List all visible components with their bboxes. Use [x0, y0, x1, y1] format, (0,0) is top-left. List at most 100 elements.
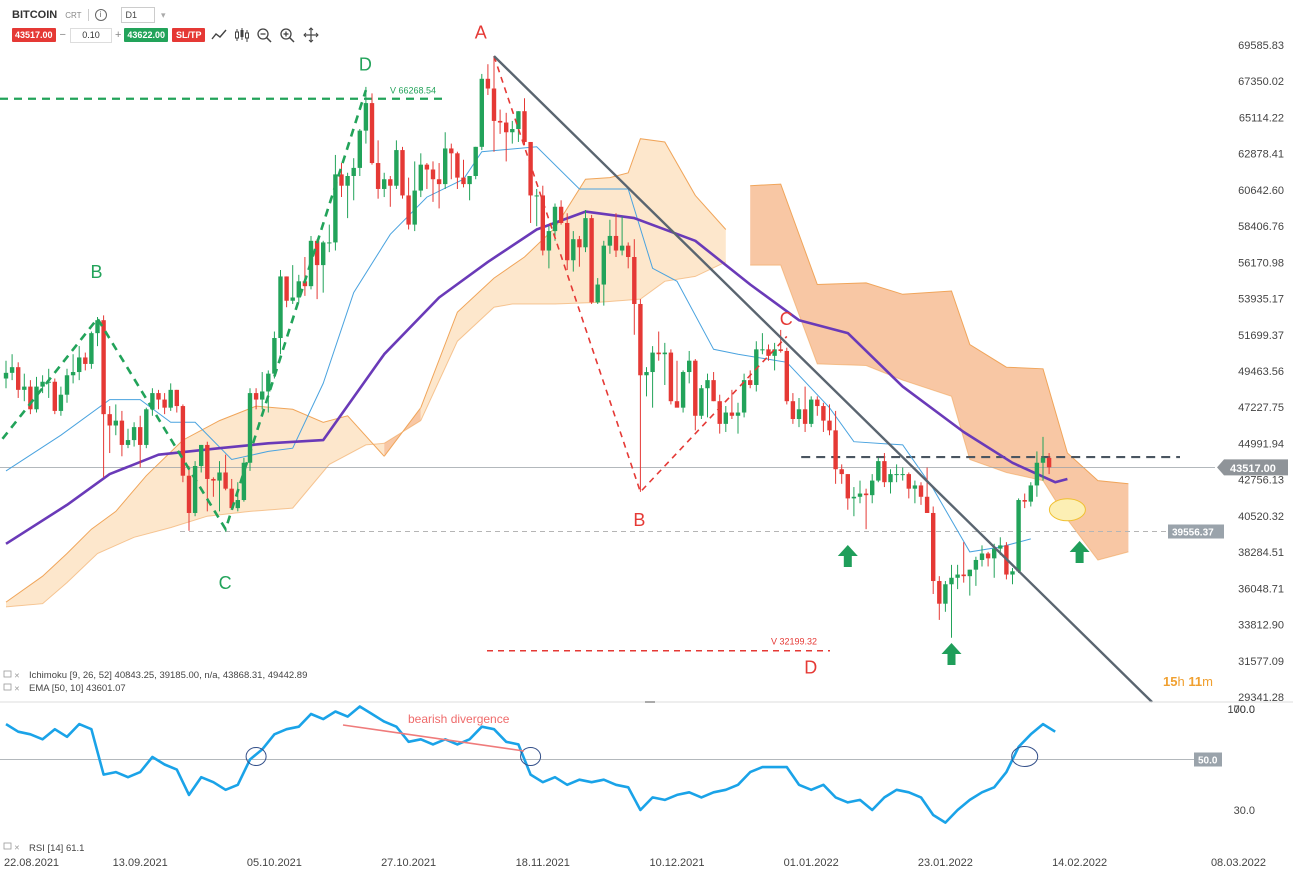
legend-close-icon: ✕ [14, 673, 20, 680]
candle-body [211, 478, 216, 481]
line-chart-icon[interactable] [210, 27, 228, 43]
candle-body [247, 393, 253, 463]
sell-button[interactable]: 43517.00 [12, 28, 56, 42]
candle-body [113, 420, 118, 426]
crosshair-icon[interactable] [302, 27, 320, 43]
candle [382, 172, 387, 198]
price-tick-label: 29341.28 [1238, 692, 1284, 704]
candle-body [918, 485, 924, 497]
level-badge-text: 39556.37 [1172, 528, 1214, 539]
candle [516, 111, 521, 142]
candle [967, 569, 972, 596]
candle [680, 370, 686, 413]
candle [455, 151, 460, 189]
candle [77, 346, 82, 381]
candle-body [491, 88, 497, 121]
candle-body [565, 222, 570, 261]
candle-body [278, 276, 283, 339]
countdown-part: h [1177, 674, 1184, 689]
candle-body [992, 548, 997, 559]
candle-body [888, 474, 893, 483]
candle [943, 581, 948, 612]
candle [626, 242, 631, 269]
candle-body [430, 169, 436, 180]
price-tick-label: 42756.13 [1238, 475, 1284, 487]
candle [314, 239, 320, 300]
candle [924, 467, 930, 513]
zoom-out-icon[interactable] [256, 27, 274, 43]
price-tick-label: 51699.37 [1238, 330, 1284, 342]
candle-body [711, 380, 716, 402]
candle [992, 543, 997, 578]
candle [931, 506, 936, 594]
price-tick-label: 67350.02 [1238, 76, 1284, 88]
candle-body [52, 381, 57, 411]
candle-body [546, 231, 552, 251]
candle-body [1016, 500, 1021, 572]
candle-body [266, 373, 271, 392]
candle-body [827, 420, 832, 431]
price-tick-label: 60642.60 [1238, 185, 1284, 197]
rsi-cross-circle [520, 747, 542, 766]
candle [64, 368, 70, 403]
candle-body [650, 352, 655, 373]
candle-body [89, 333, 94, 364]
candle [302, 257, 308, 296]
sl-tp-button[interactable]: SL/TP [171, 28, 206, 42]
candle-body [168, 389, 173, 408]
candlestick-icon[interactable] [233, 27, 251, 43]
candle-body [833, 430, 838, 470]
up-arrow-shape [1069, 541, 1090, 563]
candle-body [809, 399, 814, 424]
date-tick-label: 23.01.2022 [918, 857, 973, 869]
candle-body [34, 386, 39, 410]
candle [479, 73, 484, 151]
candle [363, 86, 369, 144]
candle [534, 188, 539, 227]
candle [583, 210, 588, 253]
candle [52, 378, 57, 415]
indicator-legend-text: EMA [50, 10] 43601.07 [29, 683, 126, 694]
candle [113, 404, 118, 436]
zoom-in-icon[interactable] [279, 27, 297, 43]
candle [1016, 498, 1021, 573]
cloud-area [750, 184, 1129, 560]
candle [619, 216, 625, 256]
candle [815, 396, 820, 416]
candle [546, 226, 552, 269]
candle [882, 453, 887, 488]
candle [406, 177, 411, 230]
cloud-span-a [420, 138, 727, 408]
level-lines: V 66268.54 V 32199.32 [0, 86, 1215, 652]
candle-body [601, 245, 606, 285]
candle-body [863, 493, 869, 496]
candle [321, 240, 326, 293]
last-price-badge: 43517.00 [1217, 459, 1288, 476]
candle [723, 406, 728, 432]
symbol-type: CRT [65, 10, 82, 20]
candle [162, 393, 167, 415]
countdown-part: 15 [1163, 674, 1177, 689]
up-arrow-icon [1069, 541, 1090, 563]
candle-body [22, 386, 27, 390]
decrease-quantity-button[interactable]: − [59, 29, 66, 41]
candle [528, 141, 533, 223]
candle-body [125, 440, 131, 445]
v-high-label: V 66268.54 [390, 86, 436, 96]
candle [278, 269, 283, 355]
quantity-field[interactable]: 0.10 [69, 27, 112, 43]
candle-body [674, 401, 680, 408]
candle-body [351, 167, 356, 176]
candle-body [790, 401, 796, 420]
buy-button[interactable]: 43622.00 [124, 28, 168, 42]
increase-quantity-button[interactable]: + [114, 29, 122, 41]
symbol-name[interactable]: BITCOIN [12, 9, 58, 21]
price-tick-label: 40520.32 [1238, 511, 1284, 523]
candle-body [571, 239, 576, 261]
candle-body [613, 235, 619, 251]
info-icon[interactable]: i [94, 9, 107, 21]
timeframe-select[interactable]: D1 [120, 7, 166, 23]
candle-body [516, 111, 521, 130]
candle [650, 346, 655, 408]
